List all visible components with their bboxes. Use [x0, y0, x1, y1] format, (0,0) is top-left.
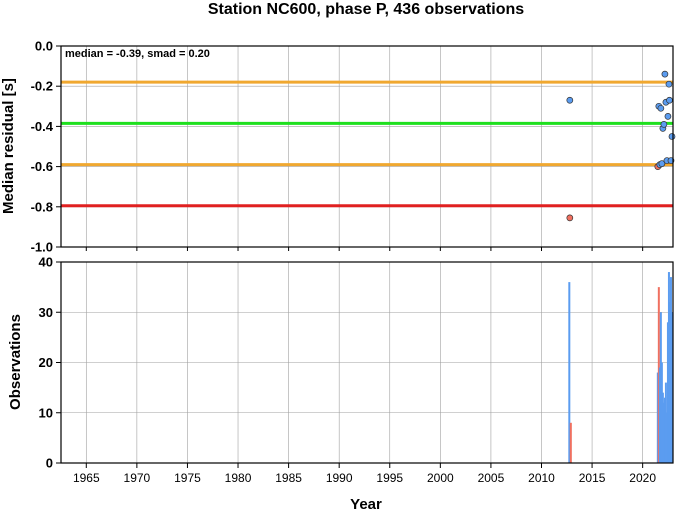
observation-bar — [659, 312, 662, 463]
xtick-label: 2000 — [427, 471, 454, 485]
top-ytick-label: -0.6 — [31, 159, 53, 174]
xtick-label: 2010 — [528, 471, 555, 485]
residual-point — [668, 133, 676, 140]
residual-panel-frame — [60, 45, 674, 248]
xtick-label: 2005 — [478, 471, 505, 485]
observation-bar — [670, 312, 673, 463]
xtick-label: 1975 — [174, 471, 201, 485]
top-ytick-label: -1.0 — [31, 240, 53, 255]
top-ytick-label: -0.4 — [31, 119, 54, 134]
xtick-label: 1990 — [326, 471, 353, 485]
observation-bar — [668, 302, 671, 463]
observation-bar — [661, 392, 664, 463]
residual-axis-label: Median residual [s] — [0, 78, 17, 214]
median-smad-annotation: median = -0.39, smad = 0.20 — [65, 48, 210, 60]
residual-point — [665, 80, 673, 88]
observation-bar — [664, 382, 667, 463]
bottom-ytick-label: 40 — [39, 255, 53, 270]
observation-bar — [568, 282, 571, 463]
observation-bar — [667, 272, 670, 463]
residual-panel: 0.0 -0.2 -0.4 -0.6 -0.8 -1.0 median = -0.39, … — [0, 39, 676, 255]
chart-title: Station NC600, phase P, 436 observations — [208, 1, 524, 18]
top-ytick-label: -0.2 — [31, 79, 53, 94]
residual-point — [661, 70, 669, 78]
observation-bar — [660, 362, 663, 463]
observation-bar — [662, 402, 665, 463]
xtick-label: 1995 — [376, 471, 403, 485]
top-ytick-label: 0.0 — [35, 39, 53, 54]
bottom-ytick-label: 0 — [46, 456, 53, 471]
xtick-label: 2020 — [629, 471, 656, 485]
residual-point — [566, 214, 574, 222]
observation-bar — [656, 372, 659, 463]
observation-bar — [569, 422, 572, 463]
xtick-label: 1965 — [73, 471, 100, 485]
observations-panel: 0 10 20 30 40 1965 1970 1975 1980 1985 1990 1995 20… — [7, 247, 674, 513]
residual-point — [664, 112, 672, 120]
observation-bar — [666, 322, 669, 463]
bottom-ytick-label: 10 — [39, 405, 53, 420]
x-axis-label: Year — [350, 496, 382, 511]
xtick-label: 1985 — [275, 471, 302, 485]
xtick-label: 2015 — [579, 471, 606, 485]
observations-axis-label: Observations — [7, 314, 24, 410]
observation-bar — [665, 412, 668, 463]
residual-point — [658, 160, 666, 167]
observation-bar — [658, 367, 661, 463]
bottom-ytick-label: 20 — [39, 355, 53, 370]
observation-bar — [663, 397, 666, 463]
observation-bar — [657, 287, 660, 463]
xtick-label: 1970 — [124, 471, 151, 485]
residual-point — [660, 121, 668, 128]
xtick-label: 1980 — [225, 471, 252, 485]
bottom-ytick-label: 30 — [39, 305, 53, 320]
residual-point — [566, 96, 574, 104]
residual-point — [657, 104, 665, 112]
observation-bar — [669, 277, 672, 463]
top-ytick-label: -0.8 — [31, 199, 53, 214]
residual-point — [666, 96, 673, 104]
